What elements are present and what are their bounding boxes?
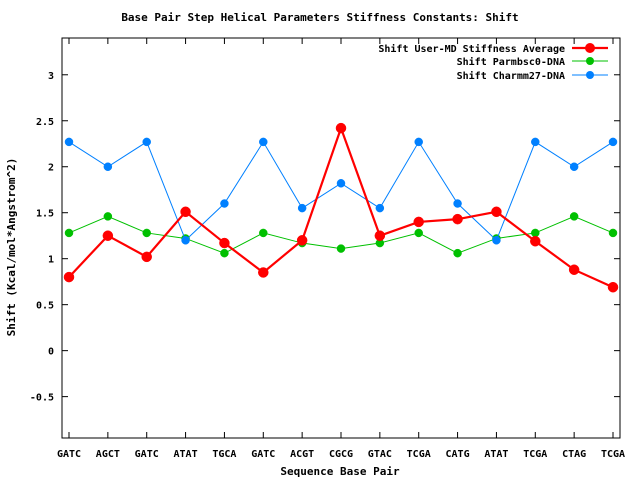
data-point	[608, 228, 618, 238]
x-tick-label: GATC	[57, 449, 81, 460]
y-tick-label: 2	[48, 163, 54, 174]
data-point	[608, 137, 618, 147]
x-tick-label: GATC	[135, 449, 159, 460]
data-point	[453, 248, 462, 258]
x-tick-label: ACGT	[290, 449, 314, 460]
y-tick-label: -0.5	[30, 393, 54, 404]
x-tick-label: TCGA	[407, 449, 431, 460]
data-point	[568, 264, 580, 275]
data-point	[335, 122, 347, 134]
x-tick-label: GTAC	[368, 449, 392, 460]
data-point	[492, 236, 501, 245]
legend-label: Shift Parmbsc0-DNA	[457, 56, 565, 68]
data-point	[259, 228, 268, 238]
data-point	[297, 203, 307, 213]
legend-marker	[586, 71, 594, 79]
data-point	[296, 235, 308, 246]
data-point	[180, 206, 191, 218]
legend-label: Shift Charmm27-DNA	[457, 70, 565, 82]
x-tick-label: ATAT	[174, 449, 198, 460]
data-point	[531, 137, 540, 147]
legend-marker	[586, 57, 594, 65]
y-tick-label: 0	[48, 347, 54, 358]
data-point	[103, 162, 113, 171]
data-point	[531, 228, 540, 238]
data-point	[142, 228, 151, 238]
data-point	[336, 244, 346, 253]
x-tick-label: ATAT	[484, 449, 508, 460]
data-point	[374, 230, 386, 241]
legend-label: Shift User-MD Stiffness Average	[378, 43, 565, 55]
data-point	[491, 206, 502, 218]
data-point	[569, 162, 579, 171]
data-point	[414, 228, 423, 238]
data-point	[258, 267, 269, 278]
x-tick-label: TGCA	[212, 449, 236, 460]
data-point	[569, 212, 579, 221]
data-point	[375, 203, 385, 213]
series-line	[68, 140, 614, 242]
data-point	[141, 251, 152, 263]
data-point	[103, 212, 113, 221]
data-point	[607, 281, 619, 293]
x-tick-label: CATG	[446, 449, 470, 460]
legend-marker	[585, 43, 595, 53]
data-point	[102, 230, 114, 241]
x-tick-label: AGCT	[96, 449, 120, 460]
data-point	[181, 236, 190, 245]
data-point	[452, 213, 463, 225]
data-point	[219, 237, 230, 249]
y-tick-label: 3	[48, 71, 54, 82]
x-axis-label: Sequence Base Pair	[280, 465, 400, 478]
x-tick-label: CTAG	[562, 449, 586, 460]
x-tick-label: CGCG	[329, 449, 353, 460]
y-tick-label: 2.5	[36, 117, 54, 128]
data-point	[63, 271, 75, 283]
chart-title: Base Pair Step Helical Parameters Stiffn…	[121, 11, 519, 24]
x-tick-label: GATC	[251, 449, 275, 460]
data-point	[220, 199, 229, 208]
data-point	[336, 179, 346, 188]
data-point	[259, 137, 268, 147]
data-point	[414, 137, 423, 147]
data-point	[530, 235, 541, 247]
y-tick-label: 1	[48, 255, 54, 266]
data-point	[64, 228, 74, 238]
y-tick-label: 1.5	[36, 209, 54, 220]
data-point	[453, 199, 462, 208]
data-point	[142, 137, 151, 147]
x-tick-label: TCGA	[523, 449, 547, 460]
data-point	[220, 248, 229, 258]
data-point	[413, 216, 424, 228]
x-tick-label: TCGA	[601, 449, 625, 460]
data-point	[64, 137, 74, 147]
y-tick-label: 0.5	[36, 301, 54, 312]
